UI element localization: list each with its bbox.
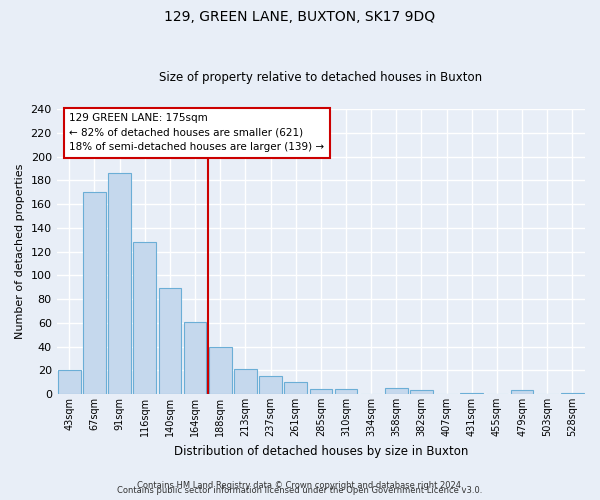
Bar — [158, 288, 181, 394]
Bar — [259, 376, 282, 394]
Bar — [335, 390, 358, 394]
Title: Size of property relative to detached houses in Buxton: Size of property relative to detached ho… — [159, 72, 482, 85]
Bar — [511, 390, 533, 394]
Text: Contains public sector information licensed under the Open Government Licence v3: Contains public sector information licen… — [118, 486, 482, 495]
Bar — [561, 393, 584, 394]
Text: 129 GREEN LANE: 175sqm
← 82% of detached houses are smaller (621)
18% of semi-de: 129 GREEN LANE: 175sqm ← 82% of detached… — [69, 113, 325, 152]
Text: 129, GREEN LANE, BUXTON, SK17 9DQ: 129, GREEN LANE, BUXTON, SK17 9DQ — [164, 10, 436, 24]
Bar — [460, 393, 483, 394]
Bar — [184, 322, 206, 394]
Text: Contains HM Land Registry data © Crown copyright and database right 2024.: Contains HM Land Registry data © Crown c… — [137, 481, 463, 490]
Bar — [58, 370, 80, 394]
Bar — [108, 174, 131, 394]
Y-axis label: Number of detached properties: Number of detached properties — [15, 164, 25, 340]
Bar — [234, 369, 257, 394]
Bar — [209, 346, 232, 394]
Bar — [385, 388, 407, 394]
Bar — [83, 192, 106, 394]
Bar — [284, 382, 307, 394]
Bar — [133, 242, 156, 394]
Bar — [410, 390, 433, 394]
X-axis label: Distribution of detached houses by size in Buxton: Distribution of detached houses by size … — [173, 444, 468, 458]
Bar — [310, 390, 332, 394]
